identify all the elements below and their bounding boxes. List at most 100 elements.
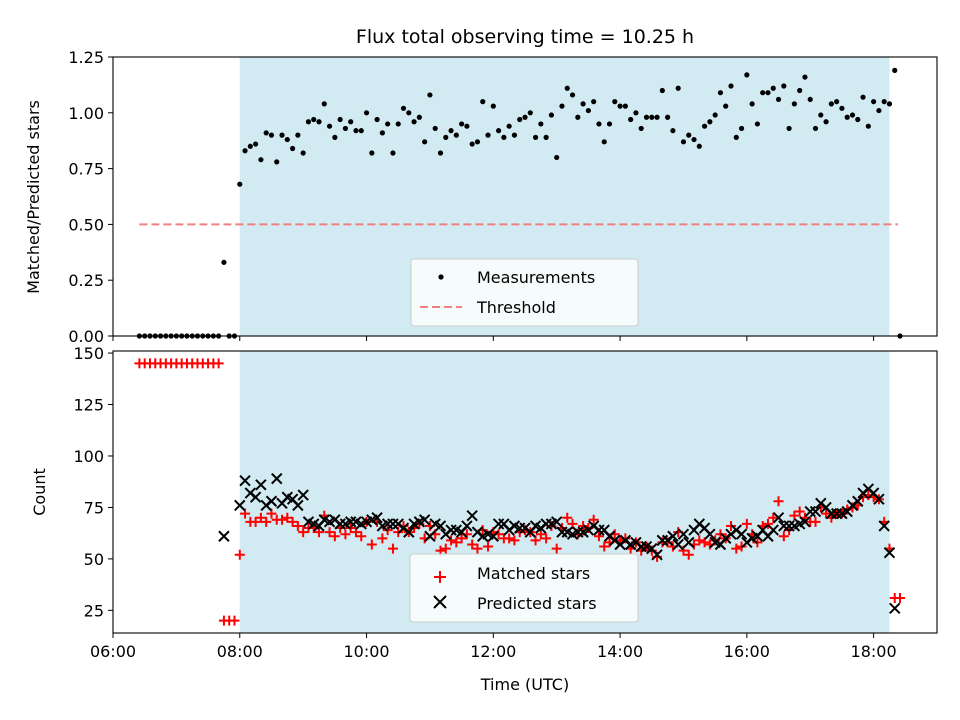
measurement-point [411, 119, 417, 125]
count-x-tick-label: 08:00 [217, 642, 263, 661]
measurement-point [532, 134, 539, 140]
measurement-point [807, 96, 813, 103]
measurement-point [437, 150, 444, 156]
measurement-point [707, 119, 713, 125]
measurement-point [501, 134, 507, 140]
matched-star-point [287, 516, 298, 527]
measurement-point [538, 121, 544, 127]
measurement-point [358, 128, 364, 134]
matched-star-point [451, 537, 462, 548]
count-x-tick-label: 12:00 [470, 642, 516, 661]
measurement-point [316, 119, 322, 125]
matched-star-point [567, 518, 578, 529]
measurement-point [422, 139, 428, 145]
measurement-point [881, 99, 887, 105]
ratio-y-tick-label: 0.75 [68, 160, 104, 179]
count-x-axis: 06:00 08:00 10:00 12:00 14:00 16:00 18:00 [90, 633, 897, 661]
measurement-point [770, 85, 776, 91]
measurement-point [390, 150, 396, 156]
matched-star-point [329, 531, 340, 542]
predicted-star-point [735, 528, 748, 540]
measurement-point [781, 83, 787, 89]
measurement-point [464, 123, 470, 129]
matched-star-point [255, 512, 266, 523]
matched-star-point [350, 527, 361, 538]
measurement-point [855, 116, 861, 123]
ratio-y-tick-label: 1.00 [68, 104, 104, 123]
ratio-y-tick-label: 0.50 [68, 215, 104, 234]
measurement-point [860, 94, 866, 100]
matched-star-point [229, 615, 240, 626]
matched-star-point [741, 518, 752, 529]
measurement-point [844, 114, 850, 120]
measurement-point [295, 132, 301, 138]
measurement-point [717, 90, 724, 96]
matched-star-point [298, 527, 309, 538]
measurement-point [797, 87, 803, 94]
measurement-point [406, 110, 412, 116]
ratio-panel: 0.00 0.25 0.50 0.75 1.00 1.25 Matched/Predict… [24, 48, 938, 346]
measurement-point [691, 136, 697, 143]
measurement-point [263, 130, 269, 136]
measurement-point [490, 103, 496, 109]
matched-star-point [810, 516, 821, 527]
matched-star-point [895, 593, 906, 604]
measurement-point [834, 99, 840, 105]
measurement-point [268, 132, 275, 138]
predicted-star-point [767, 524, 779, 536]
predicted-star-point [218, 530, 230, 542]
measurement-point [812, 125, 819, 132]
measurement-points [136, 67, 903, 339]
measurement-point [284, 136, 290, 143]
ratio-x-ticks [112, 336, 875, 341]
matched-star-point [773, 496, 784, 507]
measurement-point [585, 107, 591, 114]
matched-star-point [277, 514, 288, 525]
measurement-point [374, 116, 380, 123]
matched-star-point [562, 512, 573, 523]
measurement-point [559, 103, 565, 109]
count-y-tick-label: 50 [84, 550, 104, 569]
measurement-point [495, 128, 502, 134]
predicted-star-point [487, 530, 500, 542]
measurement-point [326, 123, 333, 129]
measurement-point [701, 123, 708, 129]
measurement-point [622, 103, 628, 109]
measurement-point [892, 67, 898, 73]
measurement-point [480, 99, 486, 105]
matched-star-point [292, 520, 303, 531]
count-x-axis-label: Time (UTC) [480, 675, 569, 694]
count-y-axis-label: Count [30, 468, 49, 516]
measurement-point [279, 132, 285, 138]
predicted-star-point [772, 512, 785, 524]
legend-predicted-label: Predicted stars [477, 594, 597, 613]
matched-star-point [778, 531, 789, 542]
predicted-star-point [852, 495, 864, 507]
measurement-point [443, 134, 449, 140]
measurement-point [723, 103, 729, 109]
matched-star-point [356, 531, 367, 542]
measurement-point [601, 139, 607, 145]
measurement-point [760, 90, 766, 96]
measurement-point [353, 128, 359, 134]
measurement-point [332, 134, 338, 140]
matched-star-point [456, 533, 467, 544]
matched-star-point [593, 531, 604, 542]
ratio-y-axis: 0.00 0.25 0.50 0.75 1.00 1.25 [68, 48, 113, 346]
measurement-point [659, 87, 665, 94]
count-x-tick-label: 06:00 [90, 642, 136, 661]
measurement-point [633, 110, 639, 116]
predicted-star-point [550, 516, 563, 528]
matched-star-point [282, 512, 293, 523]
measurement-point [569, 92, 576, 98]
matched-star-point [234, 549, 245, 560]
matched-star-point [678, 545, 689, 556]
matched-star-point [699, 537, 710, 548]
measurement-point [786, 125, 792, 132]
measurement-point [517, 116, 523, 123]
ratio-y-axis-label: Matched/Predicted stars [24, 100, 43, 294]
predicted-star-point [271, 472, 283, 485]
measurement-point [311, 116, 317, 123]
predicted-star-point [809, 505, 822, 518]
